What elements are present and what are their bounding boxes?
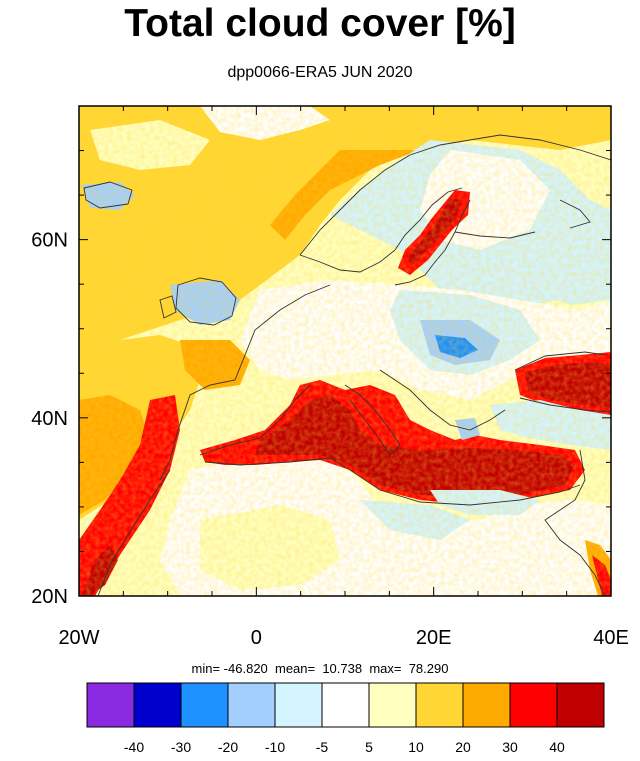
colorbar-box bbox=[227, 682, 276, 728]
colorbar-label: -40 bbox=[124, 739, 144, 755]
colorbar-box bbox=[368, 682, 417, 728]
colorbar-box bbox=[133, 682, 182, 728]
x-tick-label: 0 bbox=[251, 627, 262, 649]
coast-africa-atlantic bbox=[97, 469, 171, 596]
colorbar-label: 10 bbox=[408, 739, 424, 755]
coast-scandinavia bbox=[299, 134, 611, 256]
colorbar-box bbox=[180, 682, 229, 728]
map-subtitle: dpp0066-ERA5 JUN 2020 bbox=[227, 64, 413, 81]
coastlines bbox=[83, 134, 611, 596]
colorbar-label: -10 bbox=[265, 739, 285, 755]
coast-gulf-finland bbox=[454, 231, 536, 239]
colorbar-label: -20 bbox=[218, 739, 238, 755]
colorbar-box bbox=[274, 682, 323, 728]
coast-levant bbox=[544, 449, 606, 596]
coast-blacksea bbox=[514, 351, 611, 413]
coast-ireland bbox=[159, 295, 177, 319]
x-tick-label: 40E bbox=[593, 627, 629, 649]
coast-norway-south bbox=[299, 249, 396, 273]
colorbar-label: 5 bbox=[365, 739, 373, 755]
x-tick-label: 20E bbox=[416, 627, 452, 649]
field-texture bbox=[79, 106, 611, 596]
colorbar-label: 40 bbox=[549, 739, 565, 755]
x-tick-label: 20W bbox=[58, 627, 99, 649]
colorbar-box bbox=[462, 682, 511, 728]
colorbar-label: 30 bbox=[502, 739, 518, 755]
map-field bbox=[79, 106, 611, 596]
y-tick-label: 60N bbox=[31, 230, 68, 252]
y-tick-label: 40N bbox=[31, 408, 68, 430]
coast-caspian-hint bbox=[559, 199, 591, 229]
coast-uk bbox=[175, 277, 237, 326]
coast-italy bbox=[344, 384, 401, 456]
coast-europe-west bbox=[159, 284, 331, 481]
colorbar-label: -5 bbox=[316, 739, 329, 755]
coast-iceland bbox=[83, 181, 133, 209]
y-tick-label: 20N bbox=[31, 586, 68, 608]
coast-iberia-south bbox=[199, 384, 311, 456]
map-title: Total cloud cover [%] bbox=[124, 2, 516, 45]
colorbar-box bbox=[415, 682, 464, 728]
colorbar-box bbox=[86, 682, 135, 728]
colorbar-label: 20 bbox=[455, 739, 471, 755]
coast-north-africa bbox=[204, 457, 581, 506]
axis-ticks: 20W 0 20E 40E 20N 40N 60N bbox=[31, 105, 629, 649]
coast-balkans bbox=[379, 369, 506, 431]
colorbar-box bbox=[556, 682, 605, 728]
colorbar-label: -30 bbox=[171, 739, 191, 755]
coast-baltic-west bbox=[394, 187, 463, 251]
colorbar-box bbox=[509, 682, 558, 728]
coast-baltic-east bbox=[394, 199, 471, 286]
stats-line: min= -46.820 mean= 10.738 max= 78.290 bbox=[191, 661, 449, 676]
colorbar-box bbox=[321, 682, 370, 728]
